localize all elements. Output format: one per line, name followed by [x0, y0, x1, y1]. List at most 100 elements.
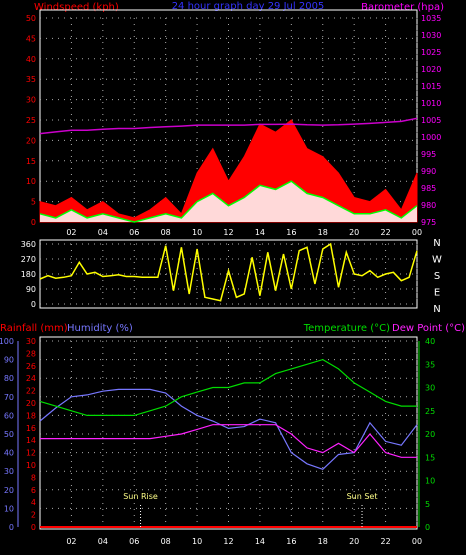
hour-tick-label: 04 [98, 228, 108, 237]
humidity-tick-label: 20 [4, 486, 14, 495]
windspeed-tick-label: 5 [31, 198, 36, 207]
temperature-axis-title: Temperature (°C) [303, 323, 390, 334]
hour-tick-label: 08 [161, 537, 171, 546]
temperature-tick-label: 0 [425, 523, 430, 532]
barometer-line [39, 117, 418, 135]
sunset-label: Sun Set [347, 492, 378, 501]
windspeed-tick-label: 0 [31, 218, 36, 227]
hour-tick-label: 10 [192, 537, 202, 546]
hour-tick-label: 22 [380, 228, 390, 237]
hour-tick-label: 00 [412, 537, 422, 546]
barometer-tick-label: 1025 [421, 48, 441, 57]
temperature-tick-label: 30 [425, 384, 435, 393]
dewpoint-line [40, 424, 417, 458]
rainfall-tick-label: 6 [31, 486, 36, 495]
hour-tick-label: 20 [349, 537, 359, 546]
windspeed-tick-label: 20 [26, 136, 36, 145]
windspeed-tick-label: 50 [26, 14, 36, 23]
humidity-tick-label: 40 [4, 449, 14, 458]
wind-direction-line [39, 242, 418, 302]
barometer-tick-label: 1000 [421, 133, 441, 142]
wind-gust-area [39, 119, 418, 223]
hour-tick-label: 06 [129, 228, 139, 237]
humidity-tick-label: 10 [4, 504, 14, 513]
hour-tick-label: 14 [255, 228, 265, 237]
windspeed-tick-label: 15 [26, 157, 36, 166]
wind-average-line [39, 180, 418, 223]
hour-tick-label: 18 [318, 537, 328, 546]
windspeed-tick-label: 35 [26, 75, 36, 84]
humidity-tick-label: 80 [4, 374, 14, 383]
rainfall-tick-label: 30 [26, 337, 36, 346]
hour-tick-label: 02 [66, 537, 76, 546]
dewpoint-axis-title: Dew Point (°C) [392, 323, 465, 334]
temperature-tick-label: 10 [425, 477, 435, 486]
windspeed-tick-label: 45 [26, 34, 36, 43]
humidity-axis-title: Humidity (%) [67, 323, 133, 334]
hour-tick-label: 04 [98, 537, 108, 546]
rainfall-tick-label: 28 [26, 349, 36, 358]
temperature-tick-label: 40 [425, 337, 435, 346]
rainfall-tick-label: 24 [26, 374, 36, 383]
compass-tick-label: E [434, 288, 440, 299]
temperature-tick-label: 5 [425, 500, 430, 509]
hour-tick-label: 08 [161, 228, 171, 237]
rainfall-tick-label: 18 [26, 411, 36, 420]
humidity-tick-label: 30 [4, 467, 14, 476]
rainfall-tick-label: 22 [26, 387, 36, 396]
direction-tick-label: 0 [31, 300, 36, 309]
barometer-tick-label: 1035 [421, 14, 441, 23]
hour-tick-label: 14 [255, 537, 265, 546]
windspeed-tick-label: 30 [26, 96, 36, 105]
hour-tick-label: 16 [286, 228, 296, 237]
rainfall-tick-label: 26 [26, 362, 36, 371]
hour-tick-label: 00 [412, 228, 422, 237]
direction-tick-label: 180 [21, 270, 36, 279]
humidity-tick-label: 90 [4, 356, 14, 365]
rainfall-tick-label: 12 [26, 449, 36, 458]
temp-panel-frame [39, 336, 418, 530]
rainfall-tick-label: 2 [31, 511, 36, 520]
rainfall-tick-label: 20 [26, 399, 36, 408]
rainfall-tick-label: 8 [31, 473, 36, 482]
rainfall-tick-label: 4 [31, 498, 36, 507]
humidity-tick-label: 0 [9, 523, 14, 532]
compass-tick-label: S [434, 271, 440, 282]
direction-tick-label: 360 [21, 240, 36, 249]
windspeed-tick-label: 25 [26, 116, 36, 125]
temperature-tick-label: 35 [425, 360, 435, 369]
humidity-tick-label: 100 [0, 337, 14, 346]
barometer-tick-label: 995 [421, 150, 436, 159]
rainfall-tick-label: 0 [31, 523, 36, 532]
barometer-tick-label: 975 [421, 218, 436, 227]
direction-tick-label: 90 [26, 285, 36, 294]
temperature-tick-label: 25 [425, 407, 435, 416]
rainfall-tick-label: 14 [26, 436, 36, 445]
temperature-line [39, 358, 417, 416]
rainfall-axis-title: Rainfall (mm) [0, 323, 68, 334]
hour-tick-label: 12 [223, 228, 233, 237]
hour-tick-label: 12 [223, 537, 233, 546]
hour-tick-label: 06 [129, 537, 139, 546]
hour-tick-label: 02 [66, 228, 76, 237]
compass-tick-label: W [432, 255, 442, 266]
hour-tick-label: 22 [380, 537, 390, 546]
rainfall-tick-label: 16 [26, 424, 36, 433]
rainfall-tick-label: 10 [26, 461, 36, 470]
direction-tick-label: 270 [21, 255, 36, 264]
barometer-tick-label: 1010 [421, 99, 441, 108]
compass-tick-label: N [433, 238, 440, 249]
barometer-axis-title: Barometer (hpa) [361, 2, 444, 13]
windspeed-tick-label: 40 [26, 55, 36, 64]
barometer-tick-label: 1015 [421, 82, 441, 91]
barometer-tick-label: 980 [421, 201, 436, 210]
wind-average-area [40, 181, 417, 222]
temperature-tick-label: 15 [425, 453, 435, 462]
barometer-tick-label: 985 [421, 184, 436, 193]
windspeed-axis-title: Windspeed (kph) [34, 2, 119, 13]
barometer-tick-label: 1030 [421, 31, 441, 40]
windspeed-tick-label: 10 [26, 177, 36, 186]
humidity-tick-label: 60 [4, 411, 14, 420]
sunrise-label: Sun Rise [123, 492, 158, 501]
